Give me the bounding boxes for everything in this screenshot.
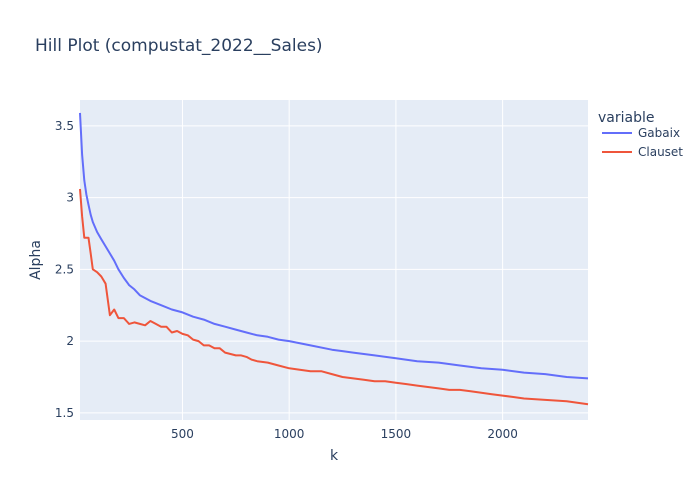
grid-lines (80, 100, 588, 420)
legend-item-gabaix[interactable]: Gabaix (602, 126, 680, 140)
y-tick-label: 2 (66, 334, 74, 348)
x-tick-label: 1000 (274, 427, 305, 441)
axis-ticks: 500 1000 1500 2000 1.5 2 2.5 3 3.5 (55, 119, 518, 441)
plot-area (80, 100, 588, 420)
x-tick-label: 500 (171, 427, 194, 441)
y-tick-label: 3.5 (55, 119, 74, 133)
legend-label: Clauset (638, 145, 683, 159)
legend-item-clauset[interactable]: Clauset (602, 145, 683, 159)
x-tick-label: 2000 (487, 427, 518, 441)
legend-title: variable (598, 110, 654, 126)
y-tick-label: 2.5 (55, 262, 74, 276)
y-axis-title: Alpha (28, 240, 44, 280)
y-tick-label: 1.5 (55, 406, 74, 420)
series-line-gabaix (79, 112, 589, 380)
x-axis-title: k (330, 448, 339, 464)
legend[interactable]: Gabaix Clauset (602, 126, 683, 159)
series-lines (79, 112, 589, 406)
y-tick-label: 3 (66, 191, 74, 205)
series-line-clauset (79, 188, 589, 406)
legend-label: Gabaix (638, 126, 680, 140)
x-tick-label: 1500 (381, 427, 412, 441)
chart-title: Hill Plot (compustat_2022__Sales) (35, 36, 323, 56)
